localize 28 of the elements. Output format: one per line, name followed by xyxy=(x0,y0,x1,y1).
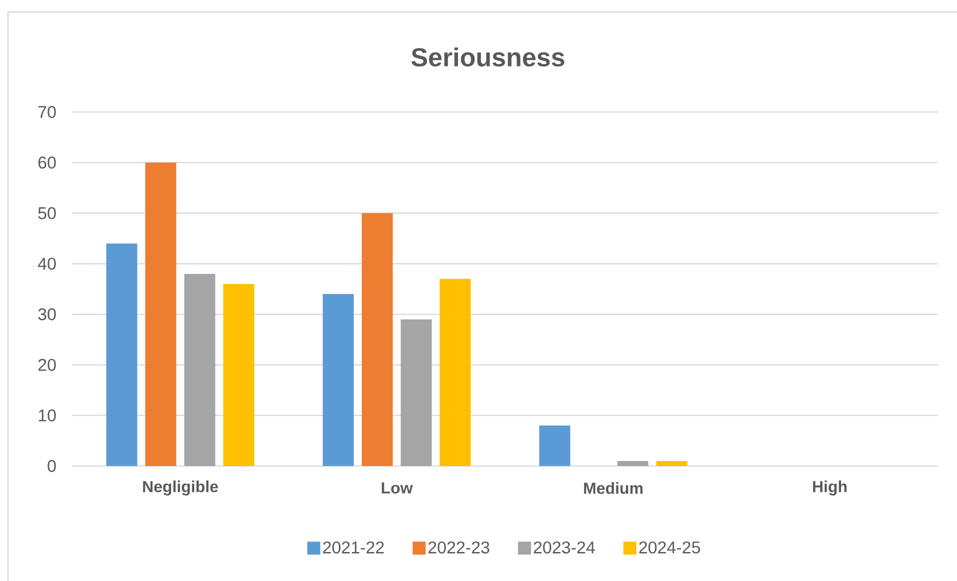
bar xyxy=(145,162,176,466)
y-tick-label: 60 xyxy=(38,156,56,169)
bar xyxy=(106,243,138,466)
bar xyxy=(440,278,471,466)
y-tick-label: 50 xyxy=(38,207,56,220)
legend-label: 2024-25 xyxy=(639,541,700,554)
bar xyxy=(184,274,216,466)
x-tick-label: Low xyxy=(382,482,413,494)
bar xyxy=(656,460,688,466)
y-tick-label: 10 xyxy=(38,409,56,422)
legend-label: 2023-24 xyxy=(534,541,595,554)
y-tick-label: 30 xyxy=(38,308,56,320)
x-tick-label: High xyxy=(813,480,847,496)
y-tick-label: 40 xyxy=(38,258,56,270)
bar xyxy=(322,294,354,466)
legend-label: 2022-23 xyxy=(428,541,490,554)
legend-label: 2021-22 xyxy=(323,541,384,554)
chart-title: Seriousness xyxy=(411,47,564,67)
y-tick-label: 70 xyxy=(38,106,56,118)
x-tick-label: Medium xyxy=(584,482,642,494)
y-tick-label: 20 xyxy=(38,358,56,371)
bar xyxy=(223,284,254,466)
x-tick-label: Negligible xyxy=(143,480,218,496)
y-tick-label: 0 xyxy=(48,460,56,472)
bar xyxy=(400,319,432,466)
bar xyxy=(617,460,648,466)
bar xyxy=(362,213,393,466)
bar xyxy=(539,426,570,466)
